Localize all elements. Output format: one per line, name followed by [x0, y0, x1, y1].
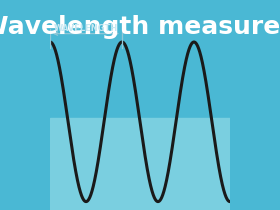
Text: Wavelength measured: Wavelength measured: [0, 15, 280, 39]
Bar: [50, 118, 230, 210]
Text: WAVELENGTH: WAVELENGTH: [54, 24, 118, 33]
